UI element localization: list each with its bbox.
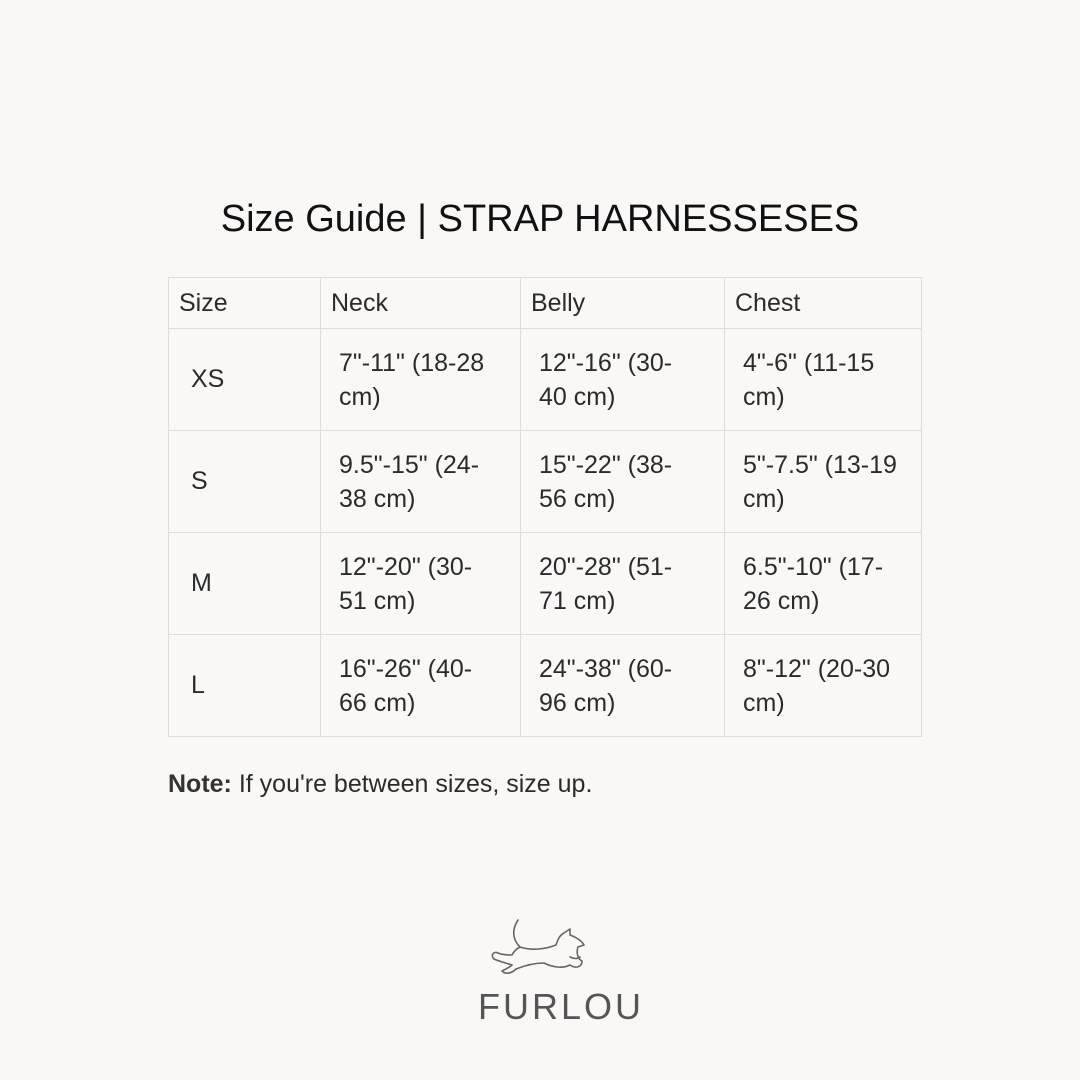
note-text: If you're between sizes, size up. bbox=[231, 770, 593, 798]
cell-text: 5"-7.5" (13-19 cm) bbox=[743, 450, 897, 513]
cell-chest: 8"-12" (20-30 cm) bbox=[724, 634, 922, 737]
cell-belly: 24"-38" (60-96 cm) bbox=[520, 634, 725, 737]
cell-neck: 16"-26" (40-66 cm) bbox=[320, 634, 521, 737]
cell-belly: 20"-28" (51-71 cm) bbox=[520, 532, 725, 635]
cell-text: 12"-20" (30-51 cm) bbox=[339, 552, 473, 615]
table-row: S 9.5"-15" (24-38 cm) 15"-22" (38-56 cm) 5"… bbox=[168, 430, 922, 533]
cell-text: 16"-26" (40-66 cm) bbox=[339, 654, 473, 717]
table-row: M 12"-20" (30-51 cm) 20"-28" (51-71 cm) 6.5… bbox=[168, 532, 922, 635]
header-size: Size bbox=[168, 277, 321, 329]
cell-size: L bbox=[168, 634, 321, 737]
cell-text: 4"-6" (11-15 cm) bbox=[743, 348, 875, 411]
cell-size: XS bbox=[168, 328, 321, 431]
size-table: Size Neck Belly Chest XS 7"-11" (18-28 cm… bbox=[168, 277, 922, 737]
cell-text: 7"-11" (18-28 cm) bbox=[339, 348, 485, 411]
table-row: L 16"-26" (40-66 cm) 24"-38" (60-96 cm) 8"-… bbox=[168, 634, 922, 737]
cell-size: M bbox=[168, 532, 321, 635]
cell-text: 24"-38" (60-96 cm) bbox=[539, 654, 673, 717]
cell-text: 8"-12" (20-30 cm) bbox=[743, 654, 890, 717]
table-header-row: Size Neck Belly Chest bbox=[168, 277, 922, 329]
cell-text: 20"-28" (51-71 cm) bbox=[539, 552, 673, 615]
logo-text: FURLOU bbox=[478, 986, 645, 1027]
brand-logo: FURLOU bbox=[478, 915, 645, 1028]
cell-belly: 12"-16" (30-40 cm) bbox=[520, 328, 725, 431]
cell-chest: 5"-7.5" (13-19 cm) bbox=[724, 430, 922, 533]
header-chest: Chest bbox=[724, 277, 922, 329]
table-row: XS 7"-11" (18-28 cm) 12"-16" (30-40 cm) 4"-… bbox=[168, 328, 922, 431]
cell-size: S bbox=[168, 430, 321, 533]
cell-neck: 9.5"-15" (24-38 cm) bbox=[320, 430, 521, 533]
cell-neck: 7"-11" (18-28 cm) bbox=[320, 328, 521, 431]
cell-chest: 4"-6" (11-15 cm) bbox=[724, 328, 922, 431]
cell-chest: 6.5"-10" (17-26 cm) bbox=[724, 532, 922, 635]
page-title: Size Guide | STRAP HARNESSESES bbox=[220, 198, 860, 240]
header-belly: Belly bbox=[520, 277, 725, 329]
note: Note: If you're between sizes, size up. bbox=[168, 770, 592, 799]
cell-neck: 12"-20" (30-51 cm) bbox=[320, 532, 521, 635]
cell-text: 15"-22" (38-56 cm) bbox=[539, 450, 673, 513]
cell-text: 6.5"-10" (17-26 cm) bbox=[743, 552, 884, 615]
note-label: Note: bbox=[168, 770, 232, 798]
running-dog-icon bbox=[491, 919, 585, 974]
cell-belly: 15"-22" (38-56 cm) bbox=[520, 430, 725, 533]
header-neck: Neck bbox=[320, 277, 521, 329]
cell-text: 12"-16" (30-40 cm) bbox=[539, 348, 673, 411]
cell-text: 9.5"-15" (24-38 cm) bbox=[339, 450, 480, 513]
